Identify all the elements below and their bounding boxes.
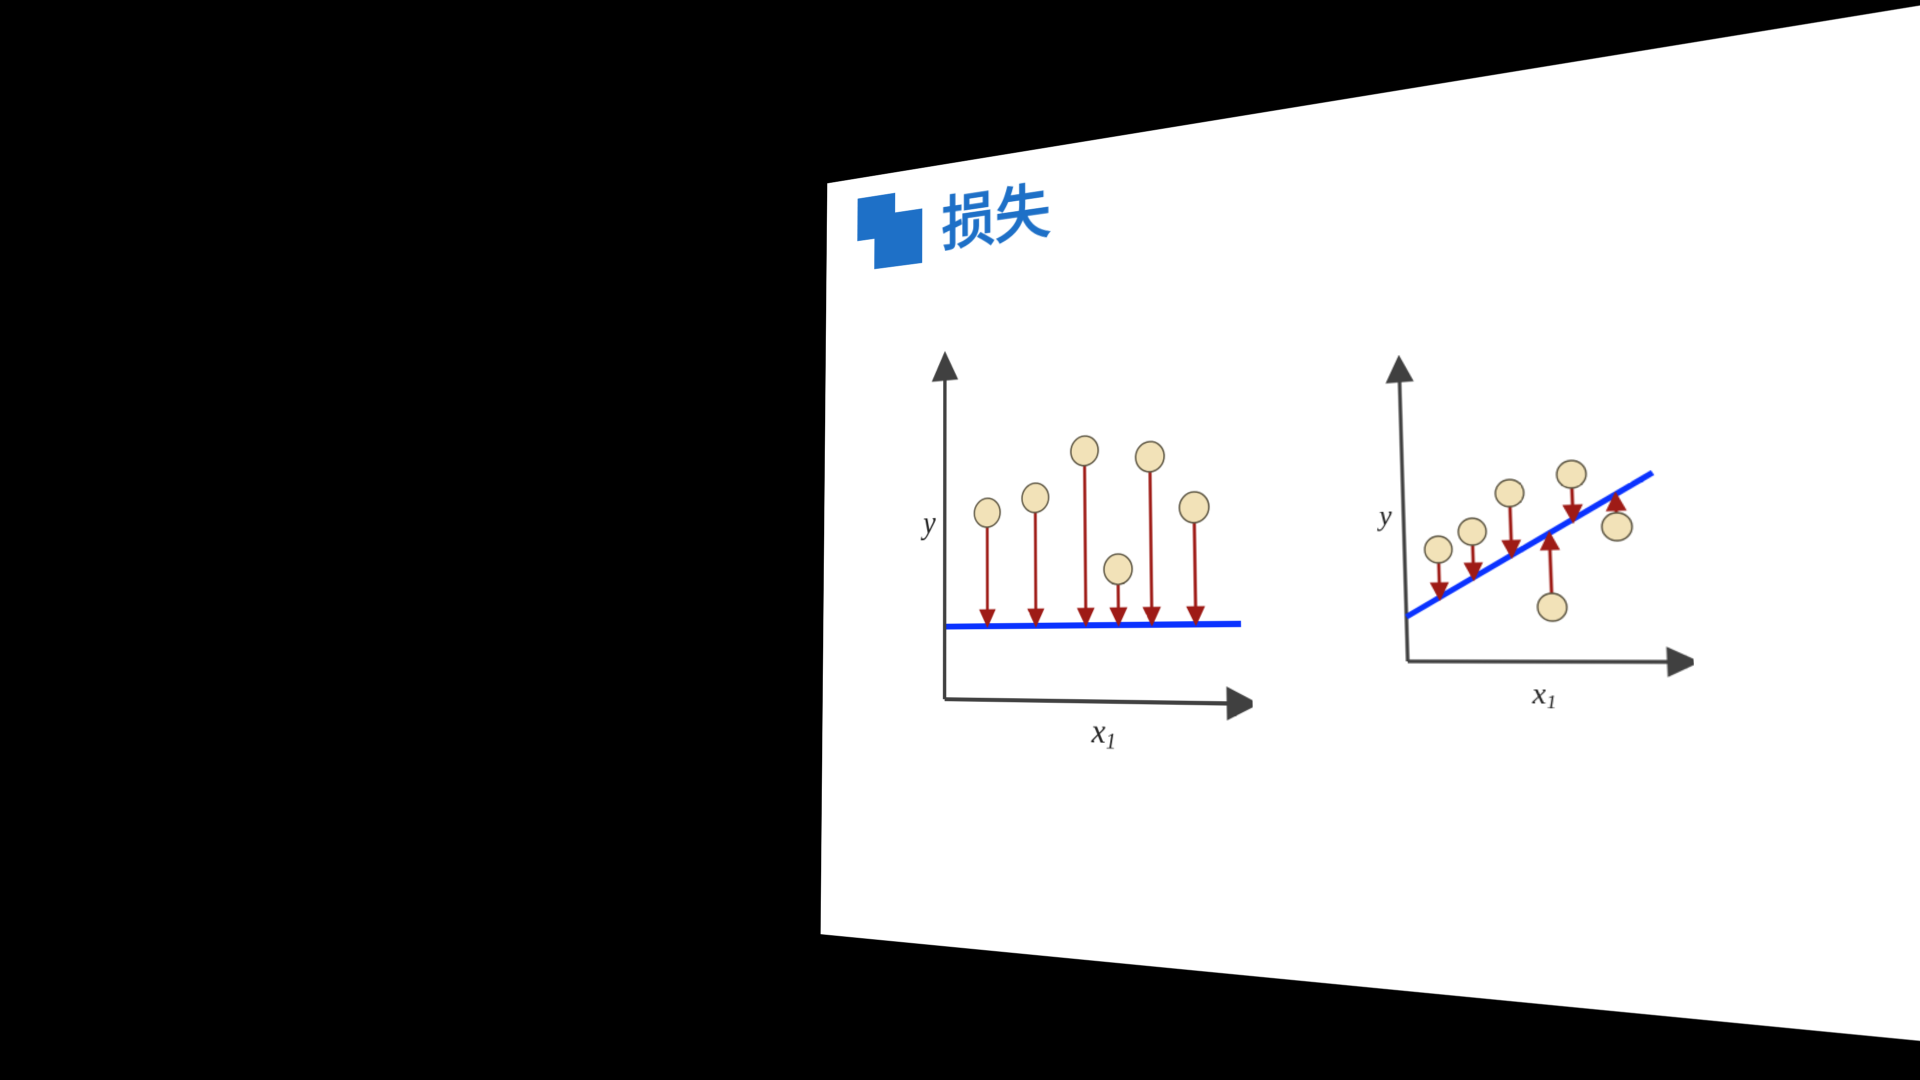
svg-text:x1: x1 <box>1530 677 1557 713</box>
slide-front: ✦ 浙江大学城市学院 ZHEJIANG UNIVERSITY CITY COLL… <box>821 0 1920 1080</box>
scene-3d: ✦ 浙江大学城市学院 ZHEJIANG UNIVERSITY CITY COLL… <box>0 0 1920 1080</box>
slide-title: 损失 <box>942 162 1051 263</box>
chart-sloped-front: y x1 <box>1372 331 1698 747</box>
svg-text:x1: x1 <box>1090 711 1116 755</box>
svg-text:y: y <box>1375 501 1392 533</box>
slide-title-block: 损失 <box>857 162 1051 274</box>
chart-flat-front: y x1 <box>919 317 1254 795</box>
title-squares-icon <box>857 189 919 268</box>
svg-text:y: y <box>920 504 936 541</box>
